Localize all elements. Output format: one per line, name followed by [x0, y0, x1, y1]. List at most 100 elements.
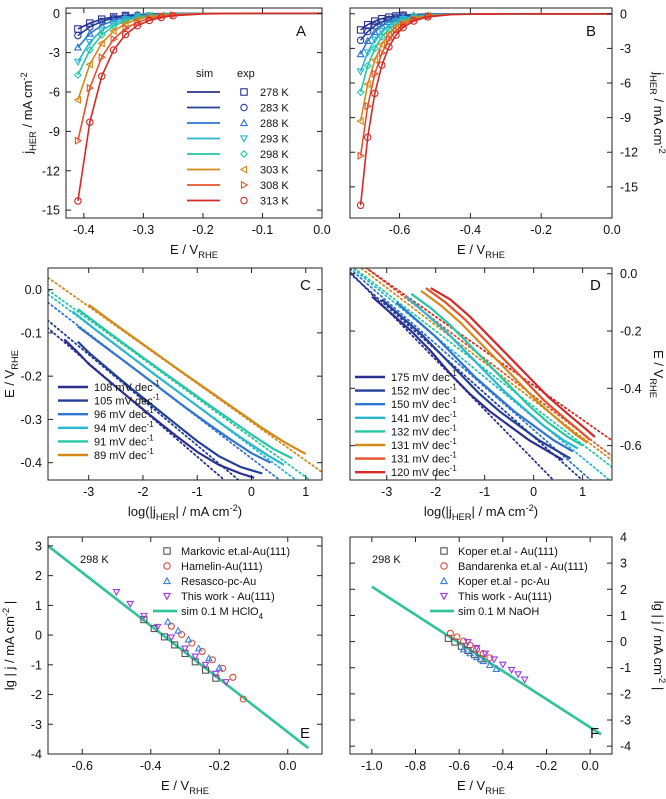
label-part: / mA cm: [651, 95, 666, 146]
tafel-fit-line: [364, 268, 612, 442]
series-line: [63, 338, 255, 479]
data-point: [85, 29, 94, 37]
label-part: -1: [450, 410, 458, 419]
y-tick-label: -0.6: [620, 439, 642, 453]
panel-letter: E: [300, 725, 310, 742]
legend-marker: [440, 547, 448, 555]
legend-label: 293 K: [260, 134, 289, 146]
label-part: E / V: [457, 242, 486, 257]
series-line: [405, 295, 579, 450]
data-point: [194, 644, 203, 652]
data-point: [85, 46, 94, 54]
label-part: sim 0.1 M NaOH: [458, 606, 539, 618]
legend-label: Koper et.al - Au(111): [458, 546, 558, 558]
legend-label: 141 mV dec-1: [391, 410, 457, 425]
series-line: [410, 292, 584, 447]
plot-frame: [349, 536, 613, 755]
plot-area: [356, 11, 612, 210]
tafel-fit-line: [359, 268, 612, 462]
label-part: 91 mV dec: [94, 436, 147, 448]
label-part: / mA cm: [20, 81, 35, 132]
legend-marker: [163, 547, 171, 555]
data-point: [211, 670, 220, 678]
label-part: -1: [450, 423, 458, 432]
x-tick-label: -2: [137, 485, 148, 499]
y-axis-label: jHER / mA cm-2: [19, 72, 38, 155]
data-point: [188, 639, 196, 647]
y-tick-label: 4: [620, 531, 627, 545]
series-line: [425, 287, 591, 441]
data-point: [371, 69, 380, 78]
label-part: -1: [147, 420, 155, 429]
panel-d: -3 -2 -1 0 1 0.0 -0.2 -0.4 -0.6 log(|jHER| / mA c…: [349, 267, 666, 522]
data-point: [356, 88, 365, 97]
data-point: [446, 629, 454, 637]
legend-label: 108 mV dec-1: [94, 379, 160, 394]
label-part: ): [238, 504, 242, 519]
data-point: [85, 60, 93, 69]
data-point: [112, 589, 121, 597]
legend-marker: [239, 135, 249, 143]
label-part: 152 mV dec: [391, 386, 450, 398]
data-point: [363, 36, 372, 44]
data-point: [205, 654, 213, 662]
label-part: j: [20, 151, 35, 155]
data-point: [133, 15, 141, 24]
label-part: | / mA cm: [176, 504, 230, 519]
legend-marker: [239, 118, 249, 127]
label-part: 150 mV dec: [391, 399, 450, 411]
label-part: 132 mV dec: [391, 426, 450, 438]
label-part: HER: [28, 131, 38, 151]
label-part: -2: [657, 145, 666, 153]
x-tick-label: -0.2: [208, 759, 230, 773]
legend-label: 298 K: [260, 149, 289, 161]
x-tick-label: -0.2: [530, 223, 552, 237]
legend-references: Koper et.al - Au(111) Bandarenka et.al - …: [430, 546, 588, 618]
label-part: -1: [147, 406, 155, 415]
x-tick-label: -0.8: [405, 759, 427, 773]
data-point: [178, 630, 186, 639]
data-point: [356, 116, 364, 126]
legend-marker: [240, 180, 249, 190]
plot-frame: [47, 536, 323, 755]
y-tick-label: -9: [620, 111, 631, 125]
label-part: E / V: [170, 242, 199, 257]
x-tick-label: 1: [579, 485, 586, 499]
legend-marker: [240, 150, 248, 158]
label-part: RHE: [10, 350, 20, 370]
data-point: [498, 661, 507, 669]
data-point: [479, 650, 487, 658]
x-axis-label: log(|jHER| / mA cm-2): [424, 503, 538, 522]
data-point: [507, 666, 516, 674]
data-point: [485, 660, 494, 669]
legend-label: Bandarenka et.al - Au(111): [458, 561, 588, 573]
label-part: -1: [153, 393, 161, 402]
data-point: [73, 70, 82, 79]
label-part: log(|j: [128, 504, 156, 519]
plot-area: [371, 585, 602, 736]
plot-frame: [47, 267, 323, 481]
label-part: -2: [657, 675, 666, 683]
label-part: 94 mV dec: [94, 423, 147, 435]
x-tick-label: -1: [479, 485, 490, 499]
series-line: [88, 303, 307, 455]
y-axis-label: lg | j / mA cm-2 |: [651, 601, 666, 690]
data-point: [364, 101, 373, 111]
data-point: [97, 27, 106, 35]
data-point: [356, 68, 365, 76]
y-tick-label: 0: [35, 629, 42, 643]
label-part: |: [651, 683, 666, 690]
legend-label: Markovic et.al-Au(111): [181, 546, 290, 558]
data-point: [378, 61, 386, 69]
data-point: [74, 31, 82, 40]
legend-label: 175 mV dec-1: [391, 369, 457, 384]
data-point: [481, 650, 490, 658]
legend-label: This work - Au(111): [181, 591, 275, 603]
x-axis-label: E / VRHE: [457, 778, 505, 796]
label-part: | / mA cm: [472, 504, 526, 519]
legend-label: 120 mV dec-1: [391, 464, 457, 479]
data-point: [424, 13, 432, 21]
series-line: [77, 308, 293, 460]
y-tick-label: 0.0: [620, 267, 637, 281]
